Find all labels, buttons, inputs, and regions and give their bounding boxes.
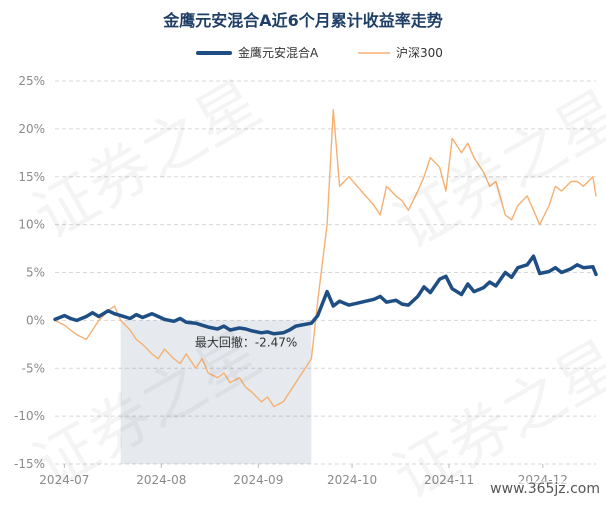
y-tick-label: -5% (22, 361, 45, 375)
y-tick-label: 15% (18, 170, 45, 184)
y-tick-label: 20% (18, 122, 45, 136)
legend: 金鹰元安混合A 沪深300 (196, 45, 443, 60)
chart-title: 金鹰元安混合A近6个月累计收益率走势 (162, 11, 443, 30)
x-tick-label: 2024-10 (327, 473, 377, 487)
x-tick-label: 2024-07 (39, 473, 89, 487)
y-tick-label: -15% (14, 457, 45, 471)
site-label: www.365jz.com (490, 481, 600, 497)
x-tick-label: 2024-08 (136, 473, 186, 487)
max-drawdown-region (120, 320, 312, 464)
legend-label-fund: 金鹰元安混合A (238, 45, 319, 60)
x-axis-ticks: 2024-07 2024-08 2024-09 2024-10 2024-11 2024-… (39, 464, 568, 487)
y-tick-label: 10% (18, 218, 45, 232)
x-tick-label: 2024-09 (233, 473, 283, 487)
series-lines (53, 108, 598, 408)
series-line-fund (53, 254, 598, 336)
y-tick-label: 5% (26, 266, 45, 280)
legend-label-index: 沪深300 (396, 46, 443, 60)
y-tick-label: 0% (26, 313, 45, 327)
x-tick-label: 2024-11 (424, 473, 474, 487)
y-axis-ticks: 25% 20% 15% 10% 5% 0% -5% -10% -15% (14, 74, 45, 471)
y-tick-label: 25% (18, 74, 45, 88)
series-line-index (54, 108, 597, 408)
y-tick-label: -10% (14, 409, 45, 423)
max-drawdown-label: 最大回撤：-2.47% (195, 334, 297, 349)
chart-canvas: 金鹰元安混合A近6个月累计收益率走势 金鹰元安混合A 沪深300 25% 20% 1… (14, 11, 598, 487)
